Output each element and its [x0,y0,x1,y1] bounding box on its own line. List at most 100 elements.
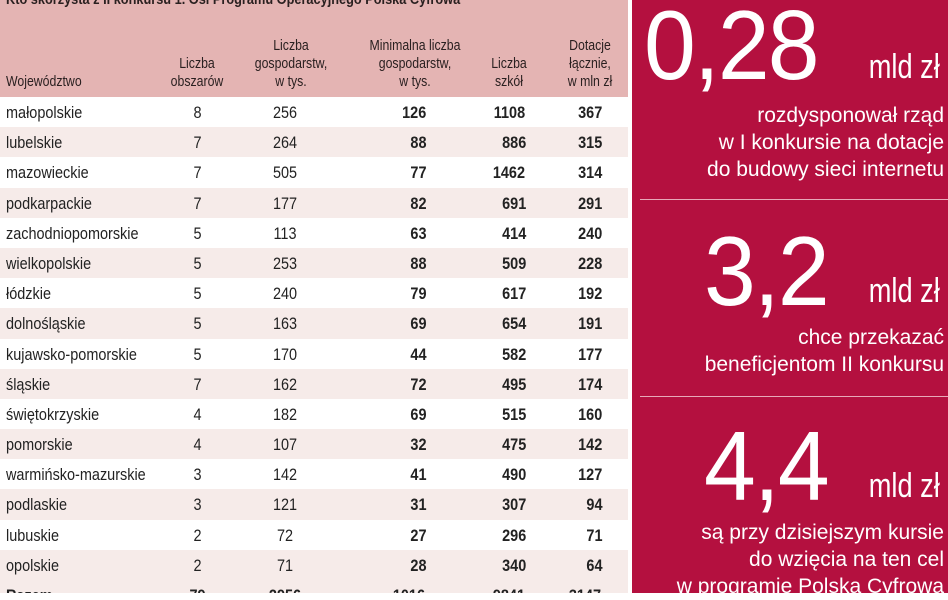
summary-panel: 0,28 mld zł rozdysponował rząd w I konku… [632,0,948,598]
cell-region: zachodniopomorskie [6,223,139,243]
cell-gospodarstwa: 71 [276,555,294,575]
cell-min-gospodarstwa: 88 [410,133,427,153]
cell-min-gospodarstwa: 88 [410,253,427,273]
cell-szkoly: 495 [501,374,526,394]
cell-region: opolskie [6,555,60,575]
cell-obszary: 5 [193,223,202,243]
cell-region: podkarpackie [6,193,92,213]
cell-dotacje: 291 [577,193,602,213]
cell-szkoly: 490 [501,465,526,485]
table-row: świętokrzyskie 4 182 69 515 160 [0,399,628,429]
cell-szkoly: 9841 [493,586,525,593]
cell-dotacje: 94 [586,495,603,515]
cell-obszary: 5 [193,253,202,273]
divider [640,199,948,200]
cell-region: dolnośląskie [6,314,86,334]
cell-szkoly: 582 [501,344,526,364]
table-row: małopolskie 8 256 126 1108 367 [0,97,628,127]
cell-obszary: 7 [193,163,202,183]
table-row: podkarpackie 7 177 82 691 291 [0,187,628,218]
cell-region: warmińsko-mazurskie [6,465,146,485]
cell-obszary: 5 [193,284,202,304]
cell-dotacje: 64 [586,555,603,575]
cell-region: wielkopolskie [6,253,92,273]
table-row: lubelskie 7 264 88 886 315 [0,127,628,158]
cell-szkoly: 617 [501,284,526,304]
cell-obszary: 7 [193,374,202,394]
cell-obszary: 3 [193,495,202,515]
cell-szkoly: 414 [501,223,526,243]
cell-min-gospodarstwa: 44 [410,344,427,364]
cell-gospodarstwa: 162 [272,374,298,394]
cell-region: śląskie [6,374,51,394]
table-row: śląskie 7 162 72 495 174 [0,368,628,399]
stat-value: 0,28 [644,0,820,100]
cell-gospodarstwa: 256 [272,103,298,122]
cell-dotacje: 192 [577,284,602,304]
cell-dotacje: 240 [577,223,602,243]
header-dotacje: Dotacje łącznie, w mln zł [567,37,613,90]
cell-min-gospodarstwa: 69 [410,314,427,334]
cell-szkoly: 654 [501,314,526,334]
cell-dotacje: 71 [586,525,603,545]
stat-value: 3,2 [704,216,830,326]
cell-obszary: 5 [193,314,202,334]
cell-dotacje: 228 [577,253,602,273]
cell-region: Razem [6,586,53,593]
cell-min-gospodarstwa: 126 [401,103,426,122]
stat-description: chce przekazać beneficjentom II konkursu [704,326,944,376]
cell-min-gospodarstwa: 79 [410,284,427,304]
cell-gospodarstwa: 72 [276,525,294,545]
cell-obszary: 4 [193,404,202,424]
stat-value: 4,4 [704,411,830,521]
stat-block-2: 3,2 mld zł chce przekazać beneficjentom … [632,200,948,396]
stat-block-1: 0,28 mld zł rozdysponował rząd w I konku… [632,0,948,199]
cell-region: podlaskie [6,495,68,515]
cell-region: mazowieckie [6,163,89,183]
cell-min-gospodarstwa: 32 [410,435,427,455]
cell-szkoly: 475 [501,435,526,455]
cell-obszary: 4 [193,435,202,455]
cell-gospodarstwa: 505 [272,163,298,183]
cell-obszary: 3 [193,465,202,485]
cell-gospodarstwa: 253 [272,253,298,273]
total-row: Razem 79 2956 1016 9841 3147 [0,580,628,593]
cell-gospodarstwa: 163 [272,314,298,334]
stat-description: są przy dzisiejszym kursie do wzięcia na… [676,521,944,598]
cell-szkoly: 296 [501,525,526,545]
cell-region: kujawsko-pomorskie [6,344,137,364]
cell-min-gospodarstwa: 69 [410,404,427,424]
cell-region: lubelskie [6,133,63,153]
cell-gospodarstwa: 113 [273,223,297,243]
stat-description: rozdysponował rząd w I konkursie na dota… [707,104,944,181]
cell-dotacje: 315 [577,133,602,153]
cell-min-gospodarstwa: 28 [410,555,427,575]
cell-region: pomorskie [6,435,73,455]
table-body: małopolskie 8 256 126 1108 367 lubelskie 7 264 88… [0,97,628,580]
cell-szkoly: 886 [501,133,526,153]
cell-min-gospodarstwa: 63 [410,223,427,243]
header-min-gospodarstwa: Minimalna liczba gospodarstw, w tys. [369,37,461,90]
table-row: opolskie 2 71 28 340 64 [0,549,628,580]
table-row: lubuskie 2 72 27 296 71 [0,520,628,550]
cell-min-gospodarstwa: 82 [410,193,427,213]
cell-dotacje: 160 [577,404,602,424]
cell-dotacje: 191 [577,314,602,334]
cell-dotacje: 127 [577,465,602,485]
cell-region: lubuskie [6,525,60,545]
table-row: kujawsko-pomorskie 5 170 44 582 177 [0,339,628,369]
table-title: Kto skorzysta z II konkursu 1. Osi Progr… [6,0,460,8]
header-wojewodztwo: Województwo [6,73,82,90]
table-header: Województwo Liczba obszarów Liczba gospo… [0,0,628,97]
cell-dotacje: 367 [577,103,602,122]
cell-min-gospodarstwa: 27 [410,525,427,545]
table-row: podlaskie 3 121 31 307 94 [0,489,628,520]
cell-gospodarstwa: 121 [272,495,298,515]
cell-gospodarstwa: 240 [272,284,298,304]
table-row: warmińsko-mazurskie 3 142 41 490 127 [0,459,628,489]
table-row: pomorskie 4 107 32 475 142 [0,429,628,460]
cell-dotacje: 142 [577,435,602,455]
cell-gospodarstwa: 142 [272,465,298,485]
cell-obszary: 2 [193,555,202,575]
cell-min-gospodarstwa: 1016 [393,586,425,593]
